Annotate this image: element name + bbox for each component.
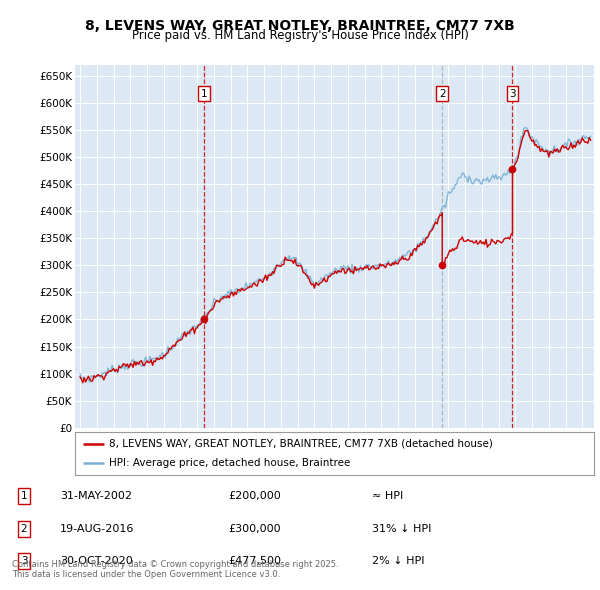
Text: £477,500: £477,500 — [228, 556, 281, 566]
Text: ≈ HPI: ≈ HPI — [372, 491, 403, 501]
Text: 1: 1 — [201, 88, 208, 99]
Text: 31-MAY-2002: 31-MAY-2002 — [60, 491, 132, 501]
Text: 2: 2 — [20, 524, 28, 533]
Text: 1: 1 — [20, 491, 28, 501]
Text: £200,000: £200,000 — [228, 491, 281, 501]
Text: £300,000: £300,000 — [228, 524, 281, 533]
Text: 3: 3 — [509, 88, 516, 99]
Text: 19-AUG-2016: 19-AUG-2016 — [60, 524, 134, 533]
Text: 2: 2 — [439, 88, 446, 99]
Text: HPI: Average price, detached house, Braintree: HPI: Average price, detached house, Brai… — [109, 458, 350, 468]
Text: 30-OCT-2020: 30-OCT-2020 — [60, 556, 133, 566]
Text: 3: 3 — [20, 556, 28, 566]
Text: Price paid vs. HM Land Registry's House Price Index (HPI): Price paid vs. HM Land Registry's House … — [131, 30, 469, 42]
Text: 8, LEVENS WAY, GREAT NOTLEY, BRAINTREE, CM77 7XB (detached house): 8, LEVENS WAY, GREAT NOTLEY, BRAINTREE, … — [109, 439, 493, 449]
Text: 2% ↓ HPI: 2% ↓ HPI — [372, 556, 425, 566]
Text: 31% ↓ HPI: 31% ↓ HPI — [372, 524, 431, 533]
Text: Contains HM Land Registry data © Crown copyright and database right 2025.
This d: Contains HM Land Registry data © Crown c… — [12, 560, 338, 579]
Text: 8, LEVENS WAY, GREAT NOTLEY, BRAINTREE, CM77 7XB: 8, LEVENS WAY, GREAT NOTLEY, BRAINTREE, … — [85, 19, 515, 33]
